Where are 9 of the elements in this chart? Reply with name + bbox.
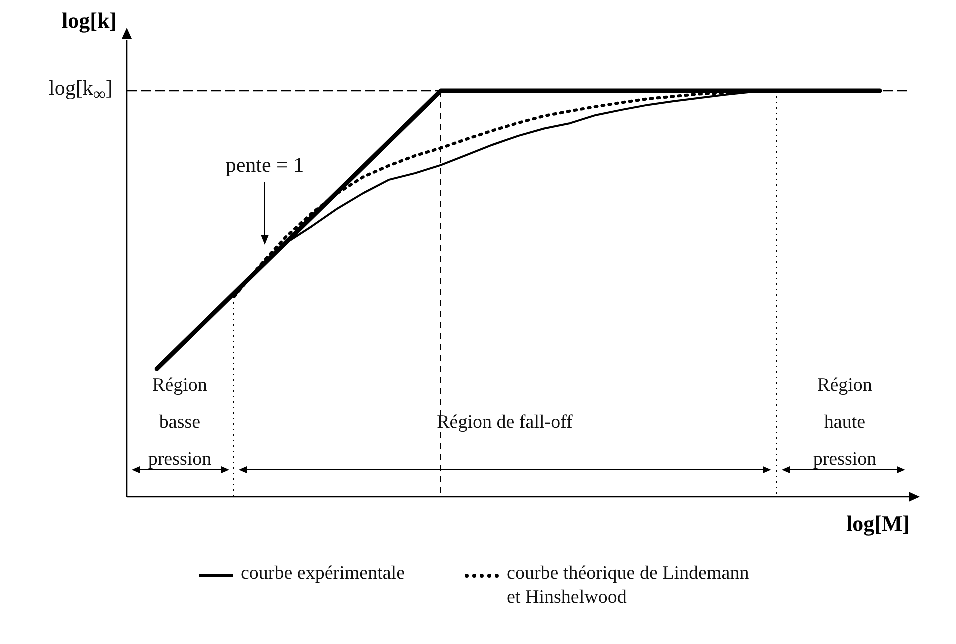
x-axis-title: log[M]	[846, 511, 910, 536]
legend-label: courbe expérimentale	[240, 562, 406, 586]
annotation: Région de fall-off	[436, 410, 574, 434]
y-axis-title: log[k]	[62, 8, 117, 33]
ref-line-label: log[k$_{∞}$]	[49, 76, 113, 106]
legend-label: courbe théorique de Lindemann et Hinshelwood	[507, 562, 750, 610]
annotation: Région haute pression	[812, 374, 878, 472]
annotation: Région basse pression	[147, 374, 213, 472]
annotation: pente = 1	[224, 152, 306, 178]
